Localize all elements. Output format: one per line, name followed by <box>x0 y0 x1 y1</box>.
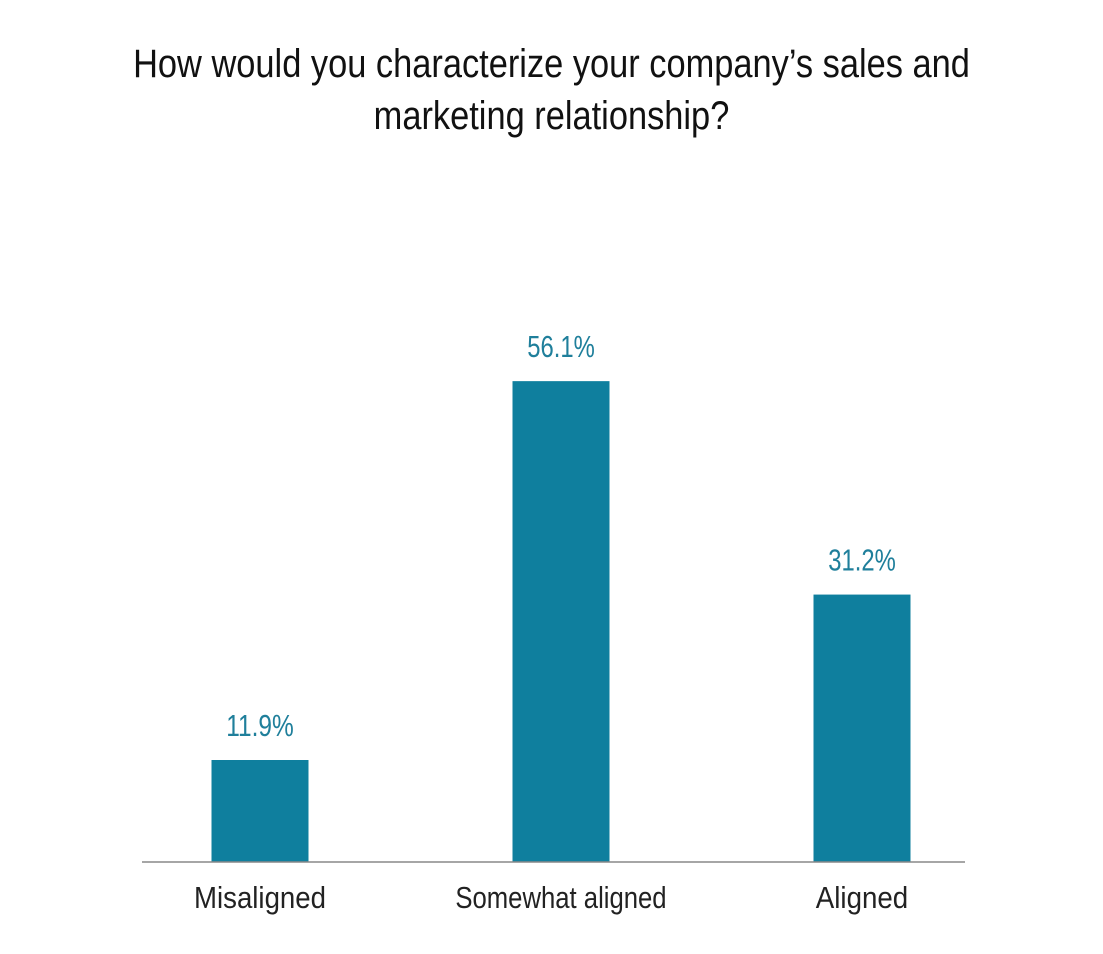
category-label: Misaligned <box>194 880 326 915</box>
data-label: 31.2% <box>828 543 896 578</box>
value-labels-group: 11.9% 56.1% 31.2% <box>226 329 896 743</box>
bar-somewhat-aligned <box>512 381 610 862</box>
category-labels-group: Misaligned Somewhat aligned Aligned <box>194 880 908 915</box>
bars-group <box>211 381 911 862</box>
chart-title: How would you characterize your company’… <box>133 42 970 138</box>
data-label: 56.1% <box>527 329 595 364</box>
bar-aligned <box>813 594 911 862</box>
data-label: 11.9% <box>226 708 294 743</box>
category-label: Somewhat aligned <box>455 880 666 915</box>
category-label: Aligned <box>816 880 908 915</box>
bar-misaligned <box>211 760 309 862</box>
